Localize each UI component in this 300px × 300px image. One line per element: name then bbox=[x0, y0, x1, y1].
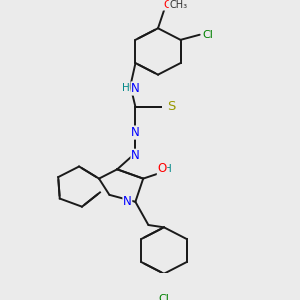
Text: N: N bbox=[131, 149, 140, 162]
Text: N: N bbox=[123, 195, 132, 208]
Text: CH₃: CH₃ bbox=[169, 0, 188, 10]
Text: Cl: Cl bbox=[158, 293, 169, 300]
Text: Cl: Cl bbox=[202, 30, 213, 40]
Text: N: N bbox=[131, 82, 140, 95]
Text: O: O bbox=[163, 0, 172, 10]
Text: N: N bbox=[131, 126, 140, 139]
Text: H: H bbox=[164, 164, 172, 174]
Text: O: O bbox=[158, 163, 166, 176]
Text: H: H bbox=[122, 83, 129, 94]
Text: S: S bbox=[167, 100, 176, 113]
